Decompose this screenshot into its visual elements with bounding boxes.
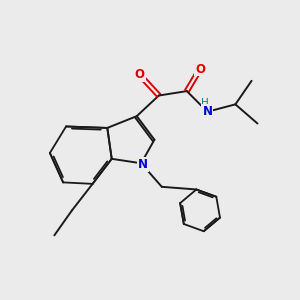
Text: N: N <box>138 158 148 171</box>
Text: O: O <box>195 62 205 76</box>
Text: H: H <box>201 98 209 108</box>
Text: O: O <box>135 68 145 81</box>
Text: N: N <box>202 105 212 118</box>
